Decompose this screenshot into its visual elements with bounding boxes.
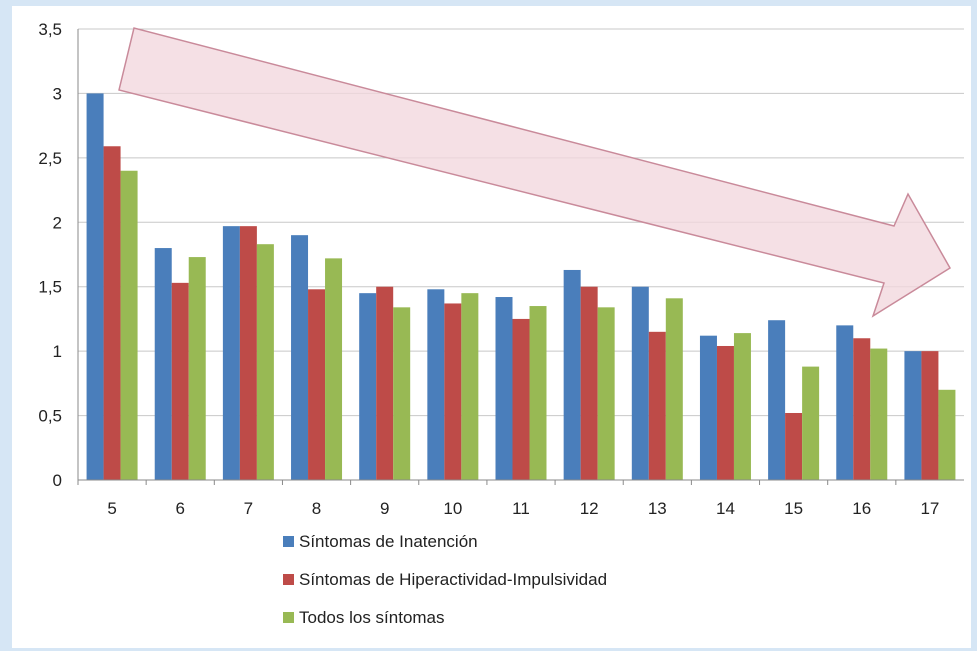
bar [103,146,121,480]
bar [512,318,530,480]
bar [938,389,956,480]
bar [802,366,820,480]
y-tick-label: 0 [53,471,62,490]
x-tick-label: 10 [443,499,462,518]
y-tick-label: 0,5 [38,407,62,426]
bar [359,293,377,480]
y-tick-label: 1,5 [38,278,62,297]
y-tick-label: 3,5 [38,20,62,39]
x-tick-label: 6 [175,499,184,518]
bar [716,345,734,480]
trend-arrow-shape [118,27,952,318]
bar [921,351,939,480]
legend-label: Síntomas de Inatención [299,532,478,551]
bar [154,248,172,480]
x-tick-label: 14 [716,499,735,518]
bar [631,286,649,480]
x-tick-label: 13 [648,499,667,518]
y-tick-label: 2 [53,213,62,232]
legend-swatch [283,612,294,623]
bar [171,282,189,480]
axes: 0 0,5 1 1,5 2 2,5 3 3,5 5 6 7 8 9 10 11 12 13 14 15 16 17 [38,20,964,518]
bar [699,335,717,480]
bar [597,307,615,480]
x-tick-label: 11 [512,499,530,518]
bar [188,257,206,480]
x-tick-label: 9 [380,499,389,518]
bar [495,297,513,480]
chart-frame: 0 0,5 1 1,5 2 2,5 3 3,5 5 6 7 8 9 10 11 12 13 14 15 16 17 Sí… [12,6,971,648]
x-tick-label: 16 [852,499,871,518]
bar [665,298,683,480]
bar [529,306,547,480]
bar [291,235,309,480]
bar [308,289,326,480]
x-tick-label: 12 [580,499,599,518]
legend-swatch [283,536,294,547]
bar [836,325,854,480]
bar [648,331,666,480]
x-tick-label: 8 [312,499,321,518]
y-tick-label: 1 [53,342,62,361]
bar [256,244,274,480]
bar [733,333,751,480]
y-tick-label: 2,5 [38,149,62,168]
bar [785,412,803,480]
x-tick-label: 15 [784,499,803,518]
bar [461,293,479,480]
bar [444,303,462,480]
x-tick-label: 17 [920,499,939,518]
bar [393,307,411,480]
bar [325,258,343,480]
bar [563,269,581,480]
legend-label: Todos los síntomas [299,608,445,627]
legend-swatch [283,574,294,585]
bar [580,286,598,480]
bar-chart: 0 0,5 1 1,5 2 2,5 3 3,5 5 6 7 8 9 10 11 12 13 14 15 16 17 Sí… [38,20,964,627]
y-tick-label: 3 [53,84,62,103]
bar [222,226,240,480]
bar [768,320,786,480]
bar [239,226,257,480]
bar [427,289,445,480]
x-tick-label: 7 [244,499,253,518]
legend-label: Síntomas de Hiperactividad-Impulsividad [299,570,607,589]
bar [120,170,138,480]
bar [86,93,104,480]
trend-arrow [118,27,952,318]
bar [904,351,922,480]
bar [376,286,394,480]
x-tick-label: 5 [107,499,116,518]
bar [870,348,888,480]
legend: Síntomas de Inatención Síntomas de Hipera… [283,532,607,627]
bar [853,338,871,480]
bars [86,93,956,480]
